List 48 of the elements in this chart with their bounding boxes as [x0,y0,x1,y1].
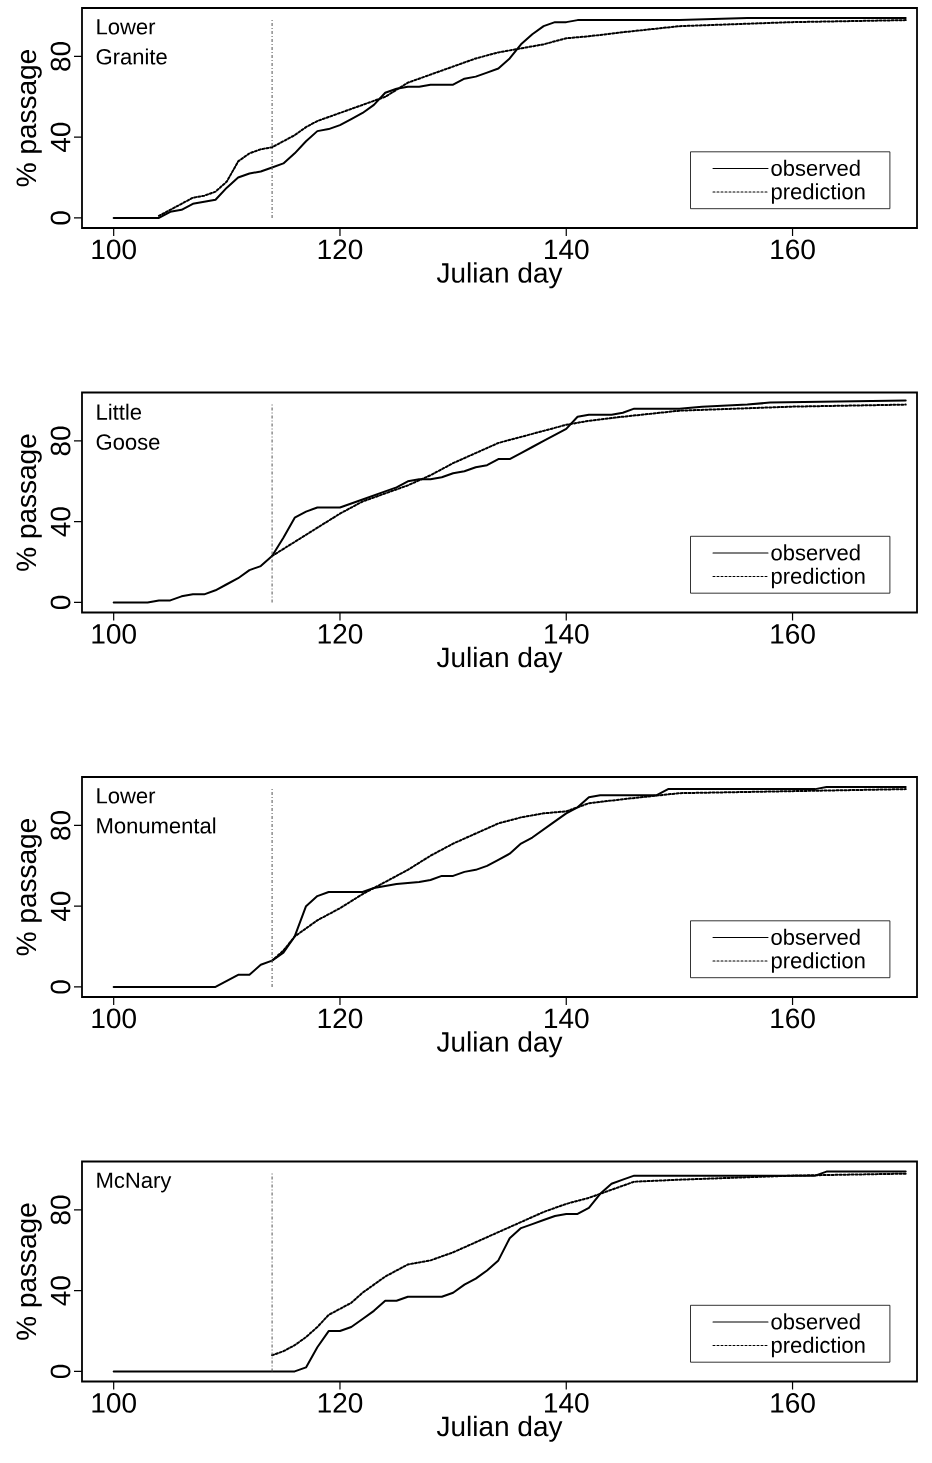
text: Lower Monumental [97,788,216,834]
legend-label: observed [771,928,860,945]
y-tick-label: 80 [50,41,71,71]
x-tick-label: 160 [771,624,815,644]
y-tick-label: 40 [50,122,71,153]
y-tick-label: 40 [50,507,71,537]
x-tick-label: 140 [545,239,589,260]
x-axis-title: Julian day [436,646,563,673]
x-tick-label: 160 [771,1008,815,1029]
x-tick-label: 120 [318,239,363,260]
x-tick-label: 160 [771,1393,815,1413]
x-axis-title: Julian day [436,1415,563,1442]
legend-label: prediction [771,183,865,204]
y-tick-label: 0 [50,211,71,225]
y-axis-title: % passage [16,1203,42,1340]
x-tick-label: 100 [92,1393,136,1413]
y-axis-title: % passage [16,819,42,956]
y-tick-label: 40 [50,891,71,922]
x-axis-title: Julian day [436,262,563,289]
y-tick-label: 0 [50,595,71,610]
x-tick-label: 160 [771,239,815,260]
y-axis-title: % passage [16,434,42,571]
legend-label: observed [771,159,860,176]
legend-label: prediction [771,567,865,589]
x-tick-label: 100 [92,1008,136,1029]
legend-label: observed [771,1313,860,1330]
x-axis-title: Julian day [436,1031,563,1058]
y-tick-label: 40 [50,1276,71,1306]
y-tick-label: 0 [50,980,71,994]
y-tick-label: 0 [50,1364,71,1379]
text: Lower Granite [96,19,167,65]
y-tick-label: 80 [50,1195,71,1225]
legend-label: prediction [771,952,865,973]
y-tick-label: 80 [50,426,71,456]
x-tick-label: 100 [92,239,136,260]
x-tick-label: 120 [318,1008,363,1029]
y-tick-label: 80 [50,810,71,840]
legend-label: prediction [771,1336,865,1358]
text: Little Goose [96,403,160,450]
x-tick-label: 140 [545,1393,589,1413]
y-axis-title: % passage [16,50,42,187]
x-tick-label: 140 [545,624,589,644]
legend-label: observed [771,544,860,561]
x-tick-label: 120 [318,1393,363,1413]
chart-title: McNary [97,1172,172,1193]
x-tick-label: 140 [545,1008,589,1029]
x-tick-label: 120 [318,624,363,644]
x-tick-label: 100 [92,624,136,644]
